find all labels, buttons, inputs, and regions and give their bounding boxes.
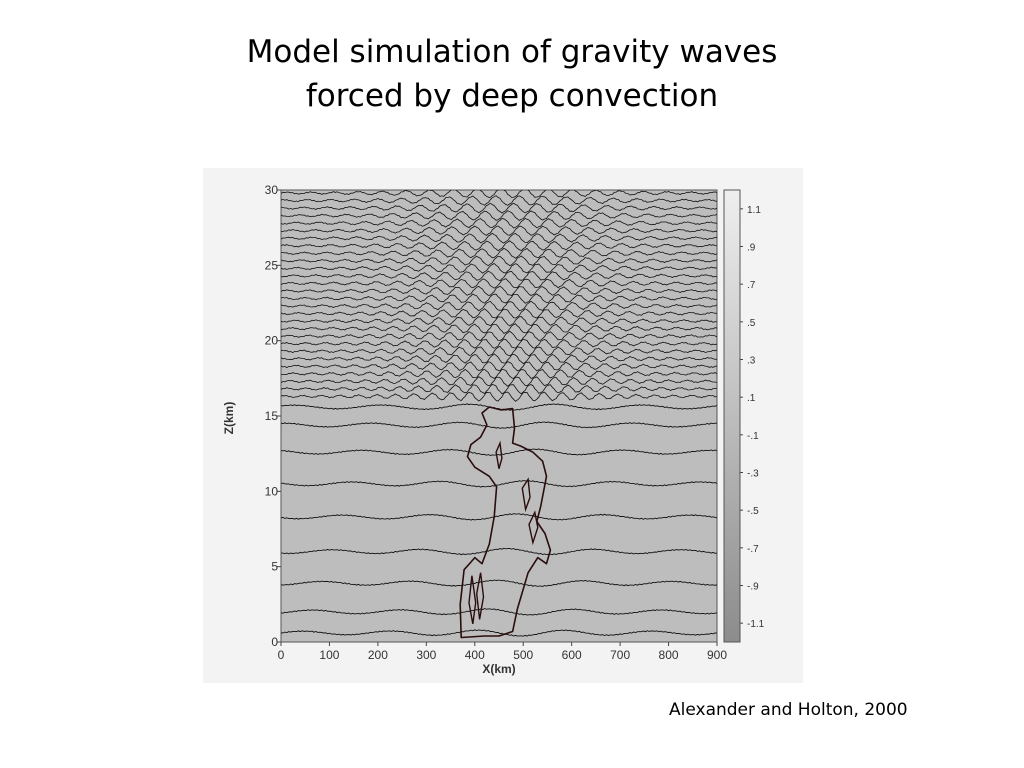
- isentrope-line: [281, 202, 717, 214]
- isentrope-line: [281, 338, 717, 349]
- isentrope-line: [281, 547, 717, 556]
- colorbar-tick-label: -.9: [747, 582, 759, 593]
- x-tick-label: 900: [707, 648, 727, 662]
- y-tick-label: 30: [265, 183, 279, 197]
- x-tick-label: 0: [278, 648, 285, 662]
- isentrope-line: [281, 300, 717, 312]
- cloud-cell: [475, 572, 485, 620]
- isentrope-line: [281, 330, 717, 342]
- plot-area: [280, 189, 718, 643]
- colorbar-tick-label: -1.1: [747, 619, 765, 630]
- isentrope-line: [281, 255, 717, 267]
- isentrope-contours: [281, 190, 717, 637]
- colorbar-tick-label: -.3: [747, 469, 759, 480]
- x-tick-label: 100: [319, 648, 339, 662]
- isentrope-line: [281, 225, 717, 236]
- isentrope-line: [281, 195, 717, 206]
- y-axis-label: Z(km): [222, 402, 236, 435]
- isentrope-line: [281, 384, 717, 395]
- x-tick-label: 600: [562, 648, 582, 662]
- isentrope-line: [281, 263, 717, 274]
- y-axis: 0 5 10 15 20 25 30: [265, 183, 281, 649]
- colorbar-tick-label: -.5: [747, 506, 759, 517]
- colorbar-tick-label: -.1: [747, 431, 759, 442]
- y-tick-label: 0: [271, 635, 278, 649]
- isentrope-line: [281, 513, 717, 521]
- colorbar: [723, 189, 741, 643]
- colorbar-tick-label: .1: [747, 393, 756, 404]
- isentrope-line: [281, 579, 717, 587]
- slide-title: Model simulation of gravity waves forced…: [0, 30, 1024, 118]
- y-tick-label: 15: [265, 409, 279, 423]
- x-tick-label: 200: [368, 648, 388, 662]
- isentrope-line: [281, 346, 717, 357]
- isentrope-line: [281, 608, 717, 616]
- x-tick-label: 300: [416, 648, 436, 662]
- cloud-cell: [495, 440, 503, 469]
- cloud-cell: [521, 477, 531, 513]
- isentrope-line: [281, 217, 717, 229]
- isentrope-line: [281, 448, 717, 456]
- x-tick-label: 500: [513, 648, 533, 662]
- isentrope-line: [281, 629, 717, 637]
- isentrope-line: [281, 190, 717, 198]
- isentrope-line: [281, 247, 717, 259]
- x-axis: 0 100 200 300 400 500 600 700 800 900: [278, 642, 727, 662]
- isentrope-line: [281, 232, 717, 244]
- colorbar-tick-label: .3: [747, 356, 756, 367]
- colorbar-tick-label: -.7: [747, 544, 759, 555]
- isentrope-line: [281, 210, 717, 221]
- isentrope-line: [281, 316, 717, 327]
- figure-panel: 0 100 200 300 400 500 600 700 800 900 0 5 10 15 20 25 3…: [203, 168, 803, 683]
- colorbar-tick-label: 1.1: [747, 205, 761, 216]
- y-tick-label: 10: [265, 484, 279, 498]
- isentrope-line: [281, 323, 717, 334]
- colorbar-ticks: 1.1 .9 .7 .5 .3 .1 -.1 -.3 -.5 -.7 -.9 -1.1: [740, 205, 765, 630]
- y-tick-label: 25: [265, 258, 279, 272]
- y-tick-label: 20: [265, 334, 279, 348]
- isentrope-line: [281, 368, 717, 380]
- colorbar-tick-label: .9: [747, 243, 756, 254]
- isentrope-line: [281, 421, 717, 429]
- cloud-outline: [459, 406, 552, 639]
- citation: Alexander and Holton, 2000: [669, 700, 908, 720]
- title-line-2: forced by deep convection: [305, 78, 719, 114]
- x-tick-label: 400: [465, 648, 485, 662]
- isentrope-line: [281, 376, 717, 387]
- cloud-boundary: [459, 406, 552, 639]
- colorbar-tick-label: .7: [747, 280, 756, 291]
- cloud-cell: [528, 510, 539, 546]
- isentrope-line: [281, 361, 717, 372]
- title-line-1: Model simulation of gravity waves: [246, 34, 778, 70]
- isentrope-line: [281, 293, 717, 304]
- isentrope-line: [281, 353, 717, 365]
- isentrope-line: [281, 270, 717, 282]
- isentrope-line: [281, 308, 717, 319]
- isentrope-line: [281, 480, 717, 488]
- isentrope-line: [281, 240, 717, 252]
- isentrope-line: [281, 391, 717, 402]
- colorbar-tick-label: .5: [747, 318, 756, 329]
- isentrope-line: [281, 285, 717, 296]
- x-axis-label: X(km): [482, 662, 515, 676]
- wave-contour-chart: 0 100 200 300 400 500 600 700 800 900 0 5 10 15 20 25 3…: [222, 183, 765, 676]
- y-tick-label: 5: [271, 560, 278, 574]
- cloud-cell: [468, 575, 477, 625]
- x-tick-label: 700: [610, 648, 630, 662]
- isentrope-line: [281, 278, 717, 289]
- x-tick-label: 800: [659, 648, 679, 662]
